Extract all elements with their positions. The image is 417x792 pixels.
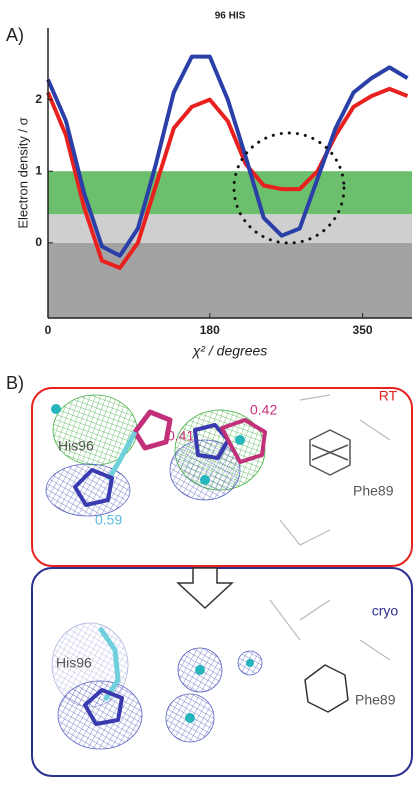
line	[46, 86, 409, 270]
chart-title: 96 HIS	[215, 11, 246, 22]
band	[48, 171, 412, 215]
arrow	[176, 567, 234, 610]
occupancy-label: 0.41	[167, 428, 194, 444]
residue-label: His96	[56, 655, 92, 671]
residue-label: Phe89	[353, 483, 394, 499]
y-tick-label: 2	[35, 92, 42, 106]
cryo-title: cryo	[372, 603, 399, 619]
cryo-structure	[51, 599, 391, 750]
cryo-box	[31, 567, 413, 777]
line	[46, 54, 409, 258]
occupancy-label: 0.42	[250, 402, 277, 418]
rt-title: RT	[379, 388, 398, 404]
annotation-circle	[232, 131, 346, 245]
x-tick-label: 0	[45, 323, 52, 337]
rt-box	[31, 387, 413, 567]
x-tick-label: 180	[200, 323, 220, 337]
y-tick-label: 0	[35, 235, 42, 249]
x-tick-label: 350	[353, 323, 373, 337]
panel-label: A)	[6, 25, 24, 45]
rt-structure	[45, 394, 391, 546]
band	[48, 214, 412, 243]
x-axis-label: χ² / degrees	[191, 343, 268, 359]
y-tick-label: 1	[35, 163, 42, 177]
residue-label: His96	[58, 438, 94, 454]
band	[48, 242, 412, 318]
residue-label: Phe89	[355, 692, 396, 708]
occupancy-label: 0.59	[95, 512, 122, 528]
panel-label: B)	[6, 373, 24, 393]
plot-area: 0 180 350 0 1 2	[35, 28, 412, 337]
y-axis-label: Electron density / σ	[15, 117, 30, 228]
